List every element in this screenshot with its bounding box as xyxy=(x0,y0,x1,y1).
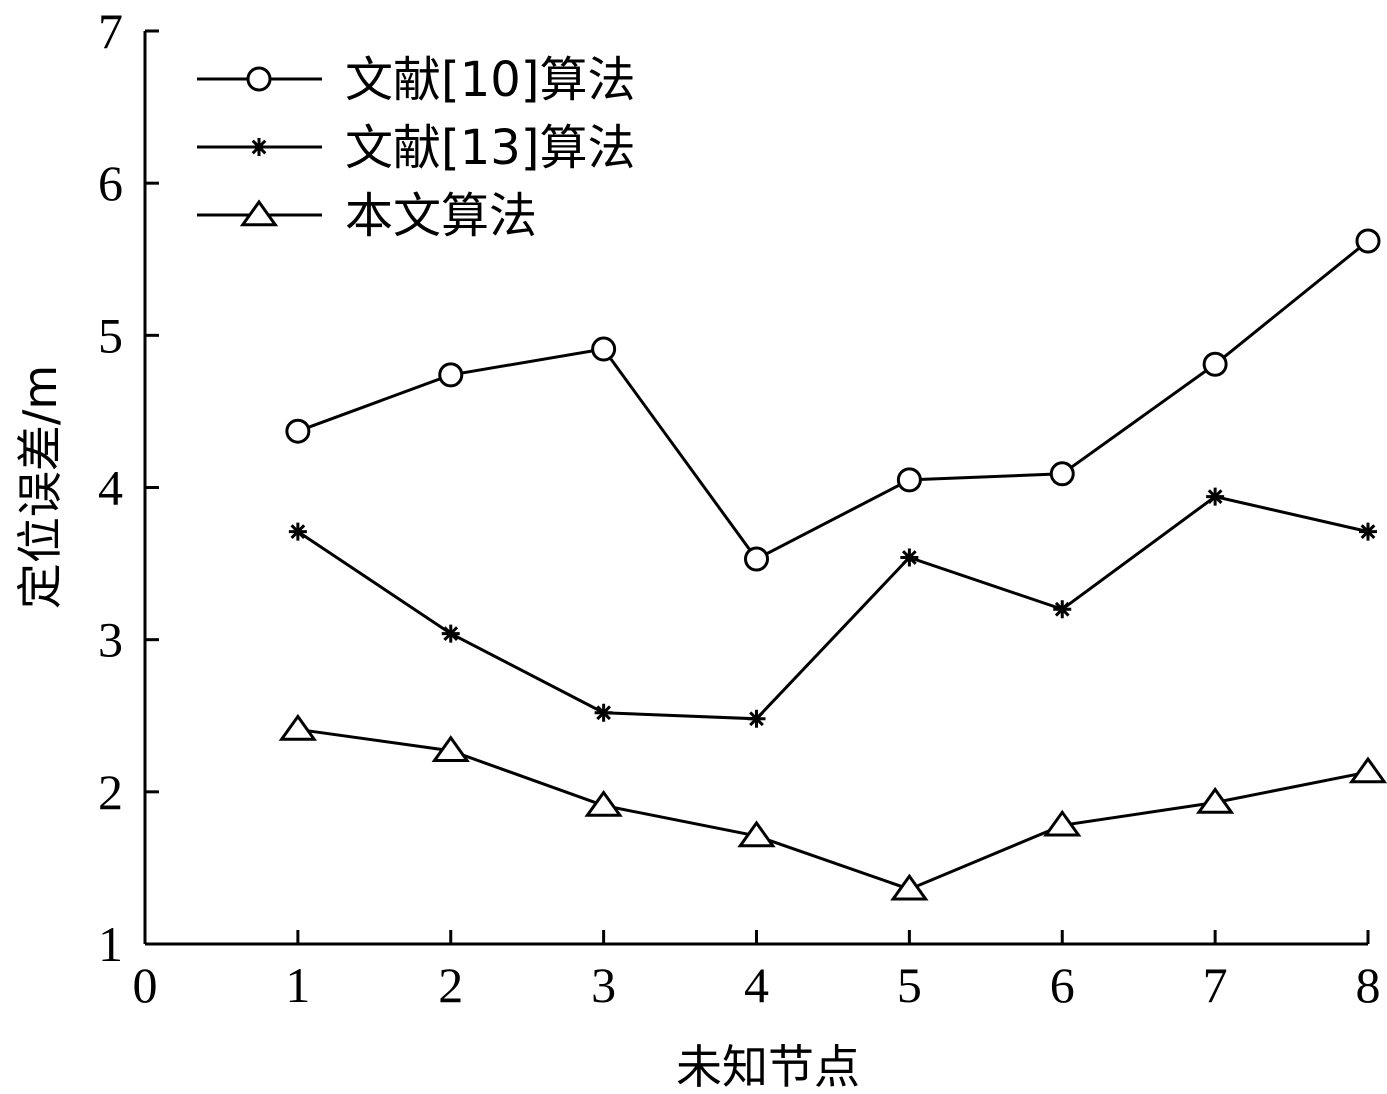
star-marker xyxy=(1359,522,1377,541)
series-1 xyxy=(285,228,1381,572)
star-marker xyxy=(288,522,307,541)
y-tick-label: 4 xyxy=(98,460,123,516)
star-marker xyxy=(250,138,268,156)
y-tick-label: 1 xyxy=(98,916,123,972)
x-tick-label: 3 xyxy=(591,957,616,1013)
circle-marker xyxy=(1049,461,1075,487)
y-tick-label: 3 xyxy=(98,612,123,668)
x-axis-title: 未知节点 xyxy=(676,1040,860,1094)
series-line xyxy=(297,727,1369,891)
x-tick-label: 0 xyxy=(133,957,158,1013)
triangle-marker xyxy=(239,199,279,227)
circle-marker xyxy=(744,546,769,572)
series-layer xyxy=(278,228,1387,901)
x-tick-label: 7 xyxy=(1203,957,1228,1013)
triangle-marker xyxy=(737,820,776,848)
x-tick-label: 1 xyxy=(285,957,310,1013)
star-marker xyxy=(594,703,613,722)
y-tick-label: 2 xyxy=(98,764,123,820)
y-axis-title: 定位误差/m xyxy=(13,365,67,609)
x-tick-label: 5 xyxy=(897,957,922,1013)
circle-marker xyxy=(1355,228,1381,254)
x-tick-label: 4 xyxy=(744,957,769,1013)
star-marker xyxy=(747,709,766,728)
star-marker xyxy=(900,548,919,567)
star-marker xyxy=(1053,600,1072,619)
circle-marker xyxy=(1202,351,1228,377)
circle-marker xyxy=(896,467,922,493)
series-3 xyxy=(278,713,1387,901)
series-2 xyxy=(288,487,1377,728)
triangle-marker xyxy=(890,873,929,901)
circle-marker xyxy=(285,418,311,444)
triangle-marker xyxy=(1043,809,1082,837)
series-line xyxy=(297,239,1369,561)
legend-entry: 文献[13]算法 xyxy=(197,120,636,176)
x-tick-label: 2 xyxy=(438,957,463,1013)
star-marker xyxy=(1206,487,1225,506)
triangle-marker xyxy=(1195,786,1235,814)
y-tick-label: 6 xyxy=(98,155,123,211)
x-tick-label: 8 xyxy=(1356,957,1381,1013)
triangle-marker xyxy=(278,713,318,741)
circle-marker xyxy=(438,362,464,388)
legend-label: 文献[13]算法 xyxy=(345,120,636,176)
legend-entry: 文献[10]算法 xyxy=(197,52,636,108)
star-marker xyxy=(441,624,460,643)
series-line xyxy=(297,495,1369,721)
triangle-marker xyxy=(1348,756,1387,784)
triangle-marker xyxy=(584,789,623,817)
legend-label: 本文算法 xyxy=(345,188,537,244)
y-tick-label: 7 xyxy=(98,3,123,59)
x-tick-label: 6 xyxy=(1050,957,1075,1013)
legend-entry: 本文算法 xyxy=(197,188,537,244)
circle-marker xyxy=(591,336,617,362)
y-tick-label: 5 xyxy=(98,307,123,363)
circle-marker xyxy=(246,66,272,92)
legend-label: 文献[10]算法 xyxy=(345,52,636,108)
triangle-marker xyxy=(431,735,470,762)
